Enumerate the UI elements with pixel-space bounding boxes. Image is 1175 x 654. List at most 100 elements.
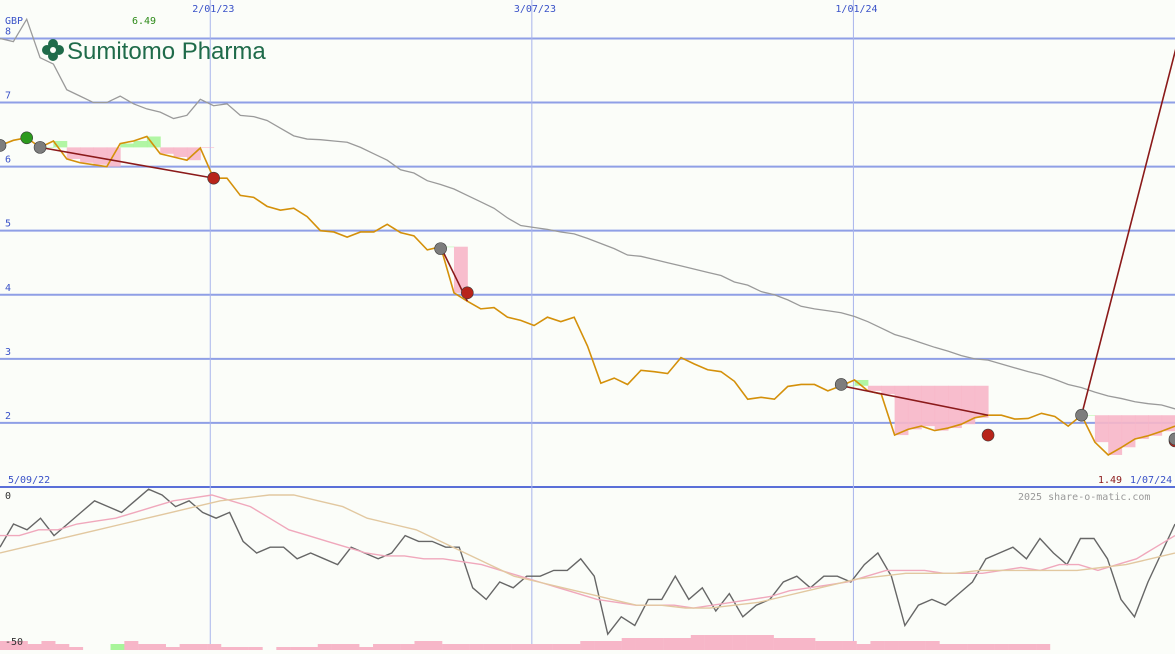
volume-bar: [828, 641, 843, 650]
shade-segment: [934, 385, 949, 431]
marker-neutral: [1075, 408, 1088, 422]
volume-bar: [746, 635, 761, 650]
volume-bar: [331, 644, 346, 650]
y-tick-label: 3: [5, 347, 11, 358]
oscillator-zero-label: 0: [5, 491, 11, 502]
volume-bar: [234, 647, 249, 650]
marker-low: [461, 286, 474, 300]
marker-low: [981, 428, 995, 442]
volume-bar: [980, 644, 995, 650]
volume-bars: [0, 635, 1051, 650]
volume-bar: [787, 638, 802, 650]
copyright-label: 2025 share-o-matic.com: [1018, 492, 1150, 503]
shade-segment: [200, 147, 215, 149]
volume-bar: [690, 635, 705, 650]
volume-bar: [55, 644, 70, 650]
volume-bar: [400, 644, 415, 650]
shade-segment: [53, 140, 68, 148]
sumitomo-cross-logo-icon: [42, 39, 64, 61]
trend-line: [841, 384, 989, 417]
shade-segment: [1094, 415, 1109, 443]
shade-segment: [453, 246, 468, 293]
volume-bar: [967, 644, 982, 650]
volume-bar: [898, 641, 913, 650]
volume-bar: [815, 641, 830, 650]
volume-bar: [953, 644, 968, 650]
volume-bar: [718, 635, 733, 650]
volume-bar: [1008, 644, 1023, 650]
top-value-label: 6.49: [132, 16, 156, 27]
volume-bar: [511, 644, 526, 650]
trade-markers: [0, 48, 1175, 448]
volume-bar: [138, 644, 153, 650]
volume-bar: [676, 638, 691, 650]
volume-bar: [911, 641, 926, 650]
marker-neutral: [0, 139, 7, 152]
trend-line: [39, 146, 214, 179]
shade-segment: [1134, 415, 1149, 439]
volume-bar: [303, 647, 318, 650]
volume-bar: [607, 641, 622, 650]
marker-neutral: [834, 378, 848, 391]
volume-bar: [773, 638, 788, 650]
shade-segment: [1121, 415, 1136, 448]
marker-neutral: [33, 141, 47, 154]
end-date-label: 1/07/24: [1130, 475, 1172, 486]
volume-bar: [483, 644, 498, 650]
last-value-label: 1.49: [1098, 475, 1122, 486]
price-line: [0, 135, 1175, 456]
volume-bar: [124, 641, 139, 650]
volume-bar: [0, 641, 15, 650]
shade-segment: [974, 385, 989, 418]
volume-bar: [566, 644, 581, 650]
y-tick-label: 5: [5, 219, 11, 230]
y-tick-label: 6: [5, 155, 11, 166]
volume-bar: [994, 644, 1009, 650]
volume-bar: [939, 644, 954, 650]
marker-neutral: [1168, 432, 1175, 446]
volume-bar: [207, 644, 222, 650]
shade-segment: [948, 385, 962, 429]
volume-bar: [442, 644, 457, 650]
currency-label: GBP: [5, 16, 23, 27]
volume-bar: [386, 644, 401, 650]
shade-segment: [160, 147, 175, 154]
volume-bar: [525, 644, 540, 650]
volume-bar: [69, 647, 84, 650]
start-date-label: 5/09/22: [8, 475, 50, 486]
volume-bar: [41, 641, 56, 650]
shade-segment: [961, 385, 976, 425]
x-tick-label: 2/01/23: [192, 4, 234, 15]
volume-bar: [552, 644, 567, 650]
brand-logo: Sumitomo Pharma: [42, 38, 266, 65]
volume-bar: [870, 641, 885, 650]
volume-bar: [455, 644, 470, 650]
brand-name: Sumitomo Pharma: [67, 38, 266, 65]
volume-bar: [663, 638, 678, 650]
volume-bar: [221, 647, 236, 650]
shade-segment: [1108, 415, 1123, 455]
oscillator-signal_fast: [0, 494, 1175, 609]
volume-bar: [248, 647, 263, 650]
volume-bar: [704, 635, 719, 650]
volume-bar: [345, 644, 360, 650]
volume-bar: [1022, 644, 1037, 650]
x-tick-label: 1/01/24: [835, 4, 877, 15]
shade-segment: [881, 385, 896, 395]
trend-line: [1080, 48, 1175, 416]
volume-bar: [13, 641, 28, 650]
shade-segment: [133, 140, 148, 148]
y-tick-label: 7: [5, 91, 11, 102]
volume-bar: [621, 638, 636, 650]
volume-bar: [842, 641, 857, 650]
volume-bar: [497, 644, 512, 650]
volume-bar: [635, 638, 650, 650]
volume-bar: [469, 644, 484, 650]
shade-segment: [440, 246, 455, 248]
volume-bar: [276, 647, 291, 650]
volume-bar: [317, 644, 332, 650]
